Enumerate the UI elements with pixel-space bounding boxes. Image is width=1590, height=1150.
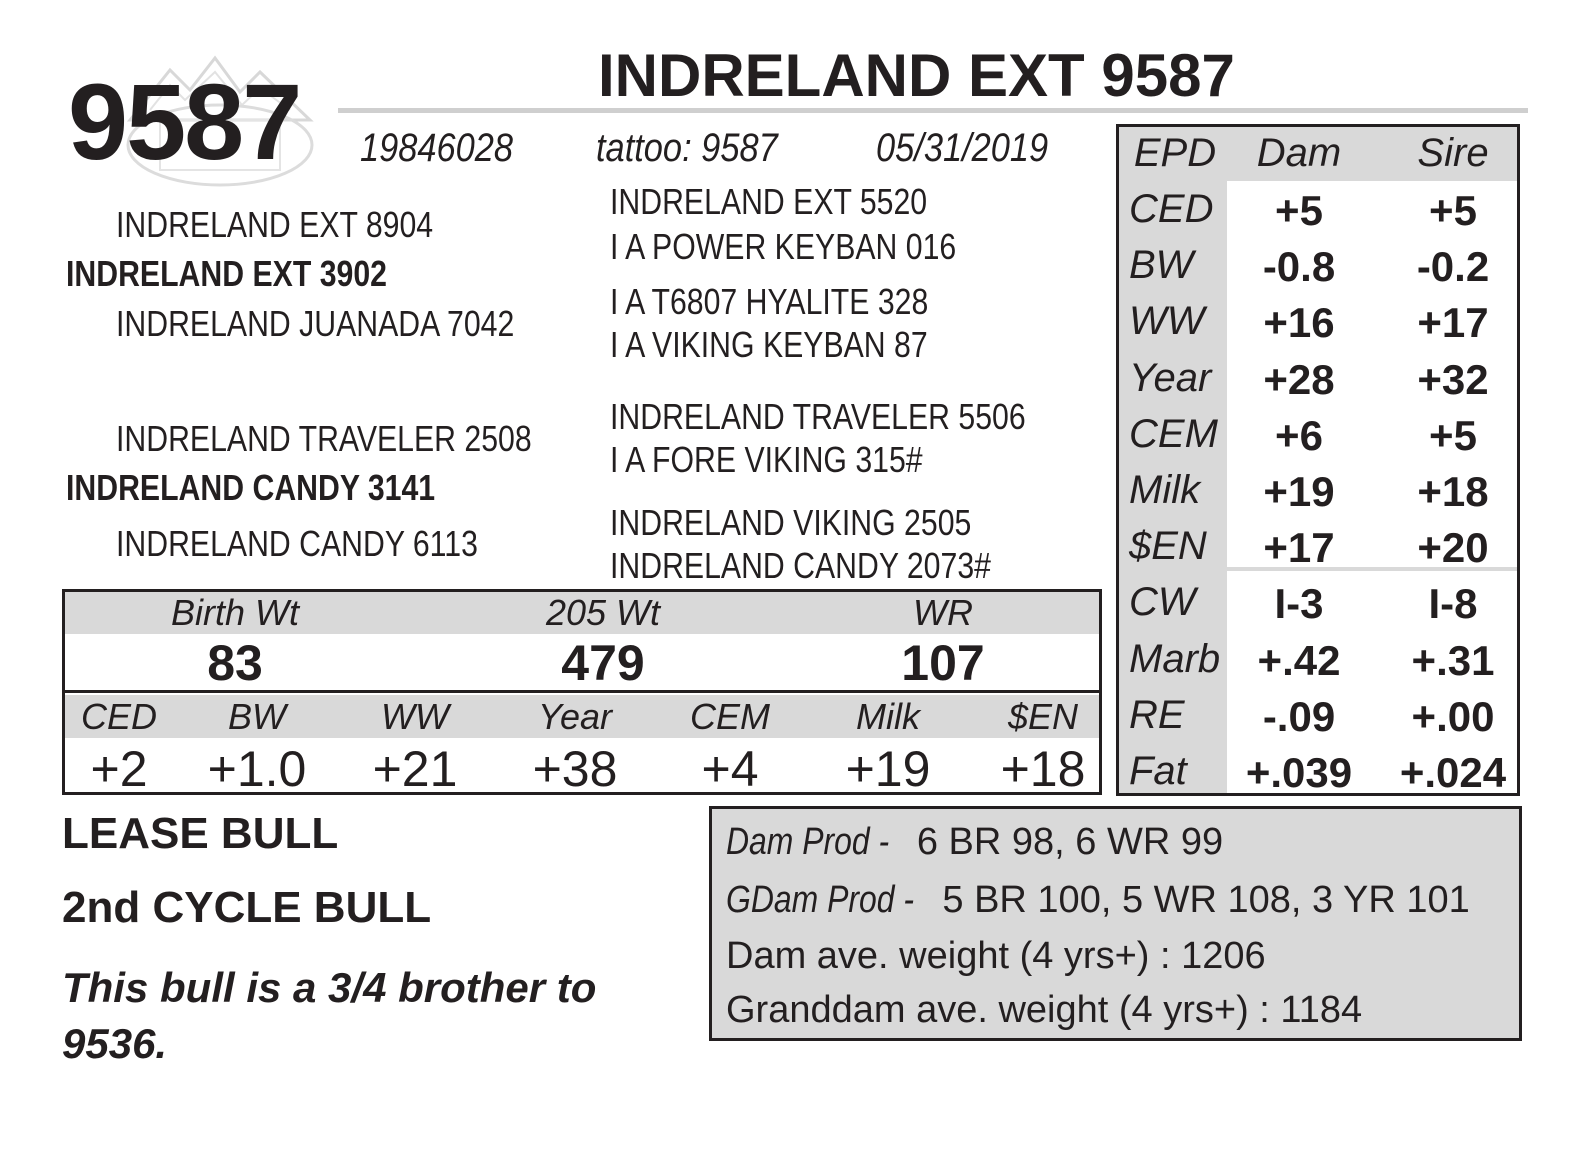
epd-table-label-band [1119, 181, 1227, 793]
epd-row-dam-value: +17 [1263, 524, 1335, 572]
pedigree-sire-dam: INDRELAND JUANADA 7042 [116, 303, 515, 344]
pedigree-sire: INDRELAND EXT 3902 [66, 253, 387, 294]
own-epd-value-milk: +19 [845, 741, 931, 797]
dam-prod-value: 6 BR 98, 6 WR 99 [916, 821, 1224, 863]
performance-divider [65, 690, 1099, 693]
dam-average-weight: Dam ave. weight (4 yrs+) : 1206 [726, 935, 1266, 977]
tattoo: tattoo: 9587 [596, 126, 778, 170]
epd-row-sire-value: +5 [1429, 187, 1477, 234]
epd-row-dam-value: +6 [1275, 411, 1323, 459]
epd-row-sire-value: +.024 [1399, 749, 1507, 796]
epd-header-band [65, 695, 1099, 738]
epd-row-sire-value: +5 [1429, 411, 1477, 459]
pedigree-gg-2: I A POWER KEYBAN 016 [610, 226, 957, 267]
performance-header-band [65, 592, 1099, 634]
pedigree-dam-dam: INDRELAND CANDY 6113 [116, 523, 478, 564]
weaning-ratio-value: 107 [901, 635, 985, 691]
own-epd-label-sen: $EN [1007, 696, 1079, 737]
epd-row-label: $EN [1129, 524, 1207, 569]
epd-table-separator [1227, 567, 1517, 571]
gdam-prod-value: 5 BR 100, 5 WR 108, 3 YR 101 [942, 879, 1470, 921]
performance-box: Birth Wt 205 Wt WR 83 479 107 CED BW WW … [62, 589, 1102, 795]
pedigree-gg-1: INDRELAND EXT 5520 [610, 181, 928, 222]
epd-row-dam-value: +19 [1263, 468, 1335, 515]
own-epd-value-cem: +4 [701, 741, 759, 797]
epd-row-label: RE [1129, 692, 1185, 737]
weaning-weight-label: 205 Wt [545, 592, 661, 633]
pedigree-gg-8: INDRELAND CANDY 2073# [610, 545, 991, 586]
own-epd-value-bw: +1.0 [207, 741, 307, 797]
epd-row-sire-value: +.31 [1411, 636, 1495, 684]
epd-row-label: BW [1129, 243, 1194, 288]
own-epd-value-ced: +2 [90, 741, 148, 797]
own-epd-label-cem: CEM [690, 696, 770, 737]
own-epd-value-year: +38 [532, 741, 618, 797]
epd-row-sire-value: +17 [1417, 299, 1489, 347]
pedigree-gg-6: I A FORE VIKING 315# [610, 439, 923, 480]
epd-table-header-band [1119, 127, 1517, 181]
gdam-prod-line: GDam Prod - 5 BR 100, 5 WR 108, 3 YR 101 [726, 881, 1470, 919]
lease-bull-note: LEASE BULL [62, 809, 339, 858]
granddam-average-weight: Granddam ave. weight (4 yrs+) : 1184 [726, 989, 1363, 1031]
pedigree-gg-5: INDRELAND TRAVELER 5506 [610, 396, 1026, 437]
lot-number: 9587 [68, 61, 302, 182]
own-epd-label-ww: WW [381, 696, 449, 737]
epd-row-label: WW [1129, 299, 1205, 344]
birth-weight-value: 83 [207, 635, 263, 691]
own-epd-value-ww: +21 [372, 741, 458, 797]
epd-row-label: CED [1129, 187, 1214, 231]
pedigree-dam: INDRELAND CANDY 3141 [66, 467, 436, 508]
epd-row-dam-value: +16 [1263, 299, 1335, 347]
epd-row-label: Milk [1129, 468, 1201, 512]
epd-row-sire-value: +18 [1417, 468, 1489, 515]
epd-header-sire: Sire [1417, 131, 1489, 175]
animal-name: INDRELAND EXT 9587 [598, 42, 1235, 109]
dam-prod-line: Dam Prod - 6 BR 98, 6 WR 99 [726, 823, 1223, 861]
epd-row-label: Marb [1129, 636, 1221, 681]
own-epd-label-milk: Milk [856, 696, 920, 737]
pedigree-dam-sire: INDRELAND TRAVELER 2508 [116, 418, 532, 459]
registration-number: 19846028 [360, 126, 514, 170]
dam-prod-label: Dam Prod - [726, 821, 890, 863]
own-epd-label-bw: BW [228, 696, 286, 737]
epd-row-label: CEM [1129, 411, 1218, 456]
epd-row-dam-value: -0.8 [1262, 243, 1336, 291]
pedigree-gg-4: I A VIKING KEYBAN 87 [610, 324, 928, 365]
epd-row-dam-value: I-3 [1274, 580, 1324, 628]
epd-row-sire-value: +20 [1417, 524, 1489, 572]
epd-row-sire-value: I-8 [1428, 580, 1478, 628]
own-epd-label-ced: CED [80, 696, 158, 737]
own-epd-value-sen: +18 [1000, 741, 1086, 797]
epd-row-dam-value: +5 [1275, 187, 1323, 234]
epd-row-sire-value: +.00 [1411, 692, 1495, 740]
pedigree-gg-7: INDRELAND VIKING 2505 [610, 502, 972, 543]
epd-row-dam-value: +.039 [1245, 749, 1353, 796]
pedigree-sire-sire: INDRELAND EXT 8904 [116, 204, 434, 245]
ranch-logo-watermark [126, 55, 314, 187]
bull-description: This bull is a 3/4 brother to 9536. [62, 964, 597, 1067]
birth-weight-label: Birth Wt [170, 592, 300, 633]
gdam-prod-label: GDam Prod - [726, 879, 915, 921]
pedigree-gg-3: I A T6807 HYALITE 328 [610, 281, 929, 322]
epd-row-label: CW [1129, 580, 1196, 625]
weaning-weight-value: 479 [561, 635, 645, 691]
epd-row-sire-value: +32 [1417, 355, 1489, 403]
production-box: Dam Prod - 6 BR 98, 6 WR 99 GDam Prod - … [709, 806, 1522, 1041]
epd-row-dam-value: -.09 [1262, 692, 1336, 740]
epd-header-epd: EPD [1133, 131, 1217, 175]
epd-row-label: Fat [1129, 749, 1187, 793]
epd-row-label: Year [1129, 355, 1212, 400]
epd-row-sire-value: -0.2 [1416, 243, 1490, 291]
own-epd-label-year: Year [537, 696, 613, 737]
epd-row-dam-value: +.42 [1257, 636, 1341, 684]
epd-header-dam: Dam [1256, 131, 1342, 175]
cycle-bull-note: 2nd CYCLE BULL [62, 883, 432, 932]
weaning-ratio-label: WR [913, 592, 973, 633]
birth-date: 05/31/2019 [876, 126, 1049, 170]
epd-table: EPD Dam Sire CED +5 +5 BW -0.8 -0.2 WW +16 +17 Ye… [1116, 124, 1520, 796]
epd-row-dam-value: +28 [1263, 355, 1335, 403]
title-rule [338, 108, 1528, 113]
